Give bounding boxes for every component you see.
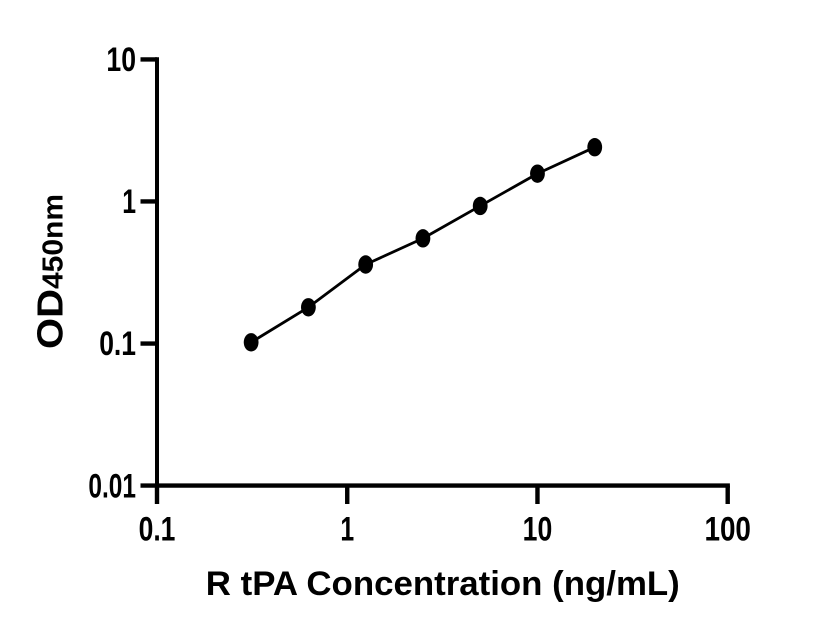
data-point-marker xyxy=(301,298,316,317)
y-axis-title: OD xyxy=(30,289,71,349)
y-tick-label: 10 xyxy=(106,41,136,79)
y-tick-label: 0.1 xyxy=(99,325,136,363)
x-tick-label: 100 xyxy=(704,511,751,549)
data-point-marker xyxy=(587,137,603,157)
y-axis-title-subscript: 450nm xyxy=(38,194,70,289)
data-point-marker xyxy=(243,333,259,352)
data-point-marker xyxy=(358,255,374,274)
x-tick-label: 1 xyxy=(340,511,354,549)
data-point-marker xyxy=(472,196,488,216)
data-point-marker xyxy=(530,164,545,183)
data-point-marker xyxy=(415,229,431,248)
y-tick-label: 1 xyxy=(122,183,136,221)
x-tick-label: 0.1 xyxy=(139,511,176,549)
y-tick-label: 0.01 xyxy=(88,467,136,505)
x-tick-label: 10 xyxy=(523,511,553,549)
x-axis-title: R tPA Concentration (ng/mL) xyxy=(206,565,680,603)
